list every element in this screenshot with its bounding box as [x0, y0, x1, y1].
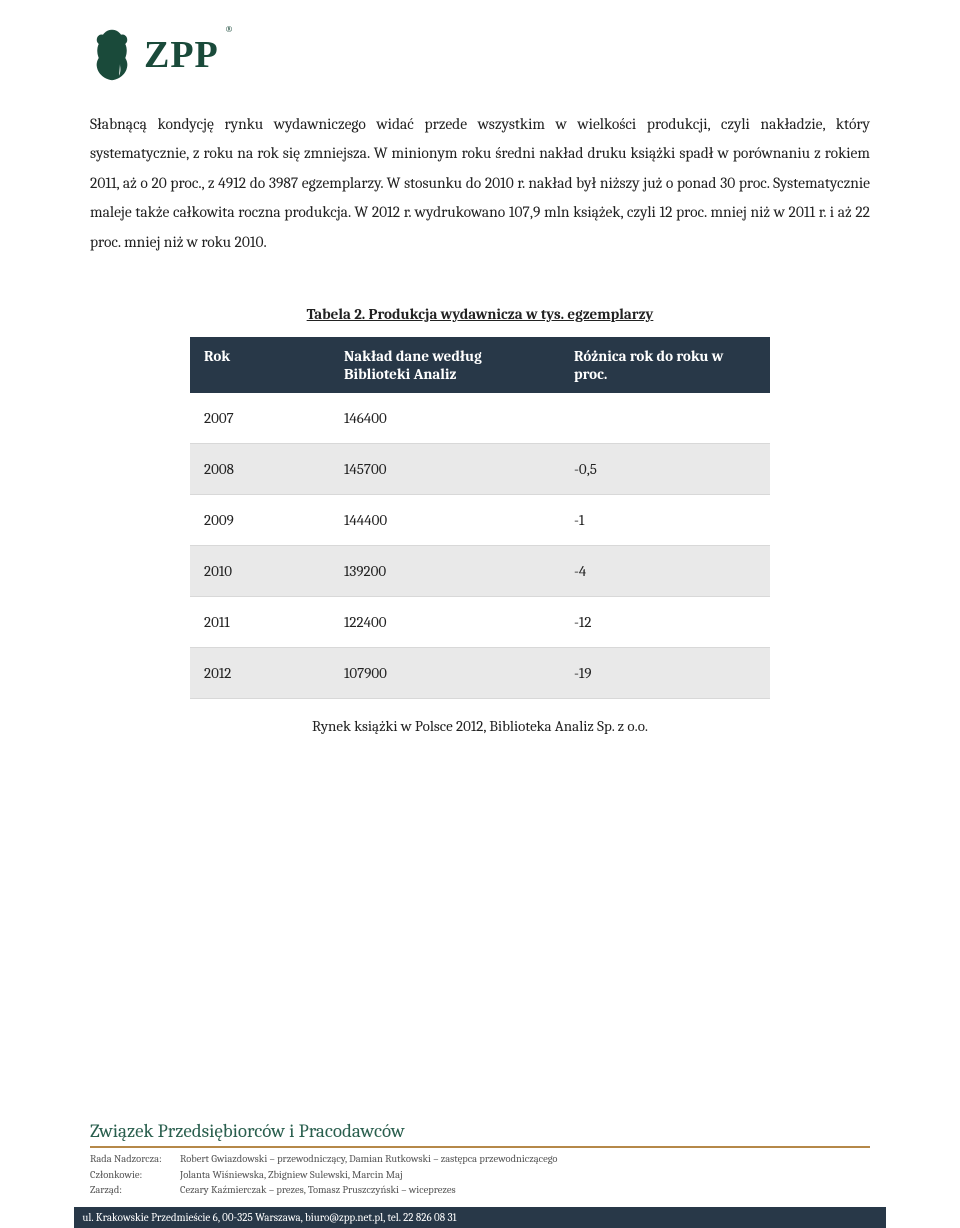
- cell-diff: [560, 393, 770, 444]
- cell-diff: -0,5: [560, 444, 770, 495]
- registered-mark: ®: [225, 23, 234, 35]
- cell-naklad: 122400: [330, 597, 560, 648]
- cell-year: 2012: [190, 648, 330, 699]
- logo-text: ZPP: [144, 33, 219, 77]
- cell-year: 2011: [190, 597, 330, 648]
- logo: ZPP ®: [90, 28, 870, 82]
- footer-org-name: Związek Przedsiębiorców i Pracodawców: [90, 1120, 870, 1142]
- cell-diff: -1: [560, 495, 770, 546]
- role-label: Członkowie:: [90, 1168, 180, 1184]
- footer-roles: Rada Nadzorcza: Robert Gwiazdowski – prz…: [90, 1152, 870, 1199]
- table-source: Rynek książki w Polsce 2012, Biblioteka …: [90, 717, 870, 735]
- cell-year: 2009: [190, 495, 330, 546]
- table-row: 2007 146400: [190, 393, 770, 444]
- role-value: Cezary Kaźmierczak – prezes, Tomasz Prus…: [180, 1183, 456, 1199]
- table-row: 2010 139200 -4: [190, 546, 770, 597]
- table-header-row: Rok Nakład dane według Biblioteki Analiz…: [190, 337, 770, 393]
- cell-naklad: 145700: [330, 444, 560, 495]
- bear-icon: [90, 28, 134, 82]
- cell-diff: -19: [560, 648, 770, 699]
- role-value: Robert Gwiazdowski – przewodniczący, Dam…: [180, 1152, 557, 1168]
- table-row: 2011 122400 -12: [190, 597, 770, 648]
- col-diff: Różnica rok do roku w proc.: [560, 337, 770, 393]
- table-row: 2008 145700 -0,5: [190, 444, 770, 495]
- footer-rule: [90, 1146, 870, 1148]
- col-year: Rok: [190, 337, 330, 393]
- cell-naklad: 107900: [330, 648, 560, 699]
- footer: Związek Przedsiębiorców i Pracodawców Ra…: [90, 1120, 870, 1228]
- cell-naklad: 146400: [330, 393, 560, 444]
- table-caption: Tabela 2. Produkcja wydawnicza w tys. eg…: [90, 305, 870, 323]
- footer-address-bar: ul. Krakowskie Przedmieście 6, 00-325 Wa…: [74, 1207, 885, 1228]
- role-label: Rada Nadzorcza:: [90, 1152, 180, 1168]
- production-table: Rok Nakład dane według Biblioteki Analiz…: [190, 337, 770, 699]
- cell-year: 2010: [190, 546, 330, 597]
- table-row: 2012 107900 -19: [190, 648, 770, 699]
- cell-diff: -4: [560, 546, 770, 597]
- table-row: 2009 144400 -1: [190, 495, 770, 546]
- cell-naklad: 144400: [330, 495, 560, 546]
- cell-year: 2008: [190, 444, 330, 495]
- col-naklad: Nakład dane według Biblioteki Analiz: [330, 337, 560, 393]
- body-paragraph: Słabnącą kondycję rynku wydawniczego wid…: [90, 110, 870, 257]
- role-value: Jolanta Wiśniewska, Zbigniew Sulewski, M…: [180, 1168, 403, 1184]
- cell-diff: -12: [560, 597, 770, 648]
- cell-naklad: 139200: [330, 546, 560, 597]
- role-label: Zarząd:: [90, 1183, 180, 1199]
- cell-year: 2007: [190, 393, 330, 444]
